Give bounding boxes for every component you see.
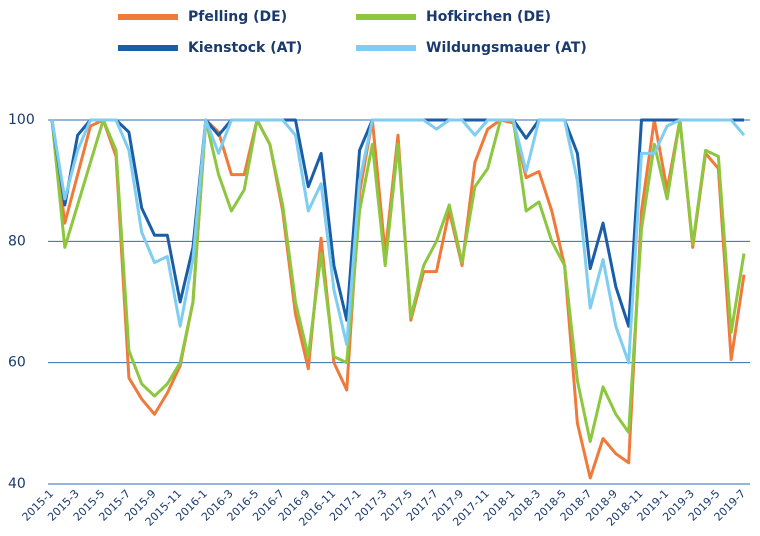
series-line <box>50 118 746 365</box>
y-tick-label: 60 <box>8 355 26 371</box>
y-tick-label: 100 <box>8 112 35 128</box>
legend-label: Kienstock (AT) <box>188 40 302 56</box>
legend-label: Hofkirchen (DE) <box>426 9 551 25</box>
legend-label: Wildungsmauer (AT) <box>426 40 587 56</box>
legend-label: Pfelling (DE) <box>188 9 287 25</box>
series-line <box>50 118 746 480</box>
y-tick-label: 80 <box>8 233 26 249</box>
series-line <box>50 118 746 444</box>
y-tick-label: 40 <box>8 476 26 492</box>
